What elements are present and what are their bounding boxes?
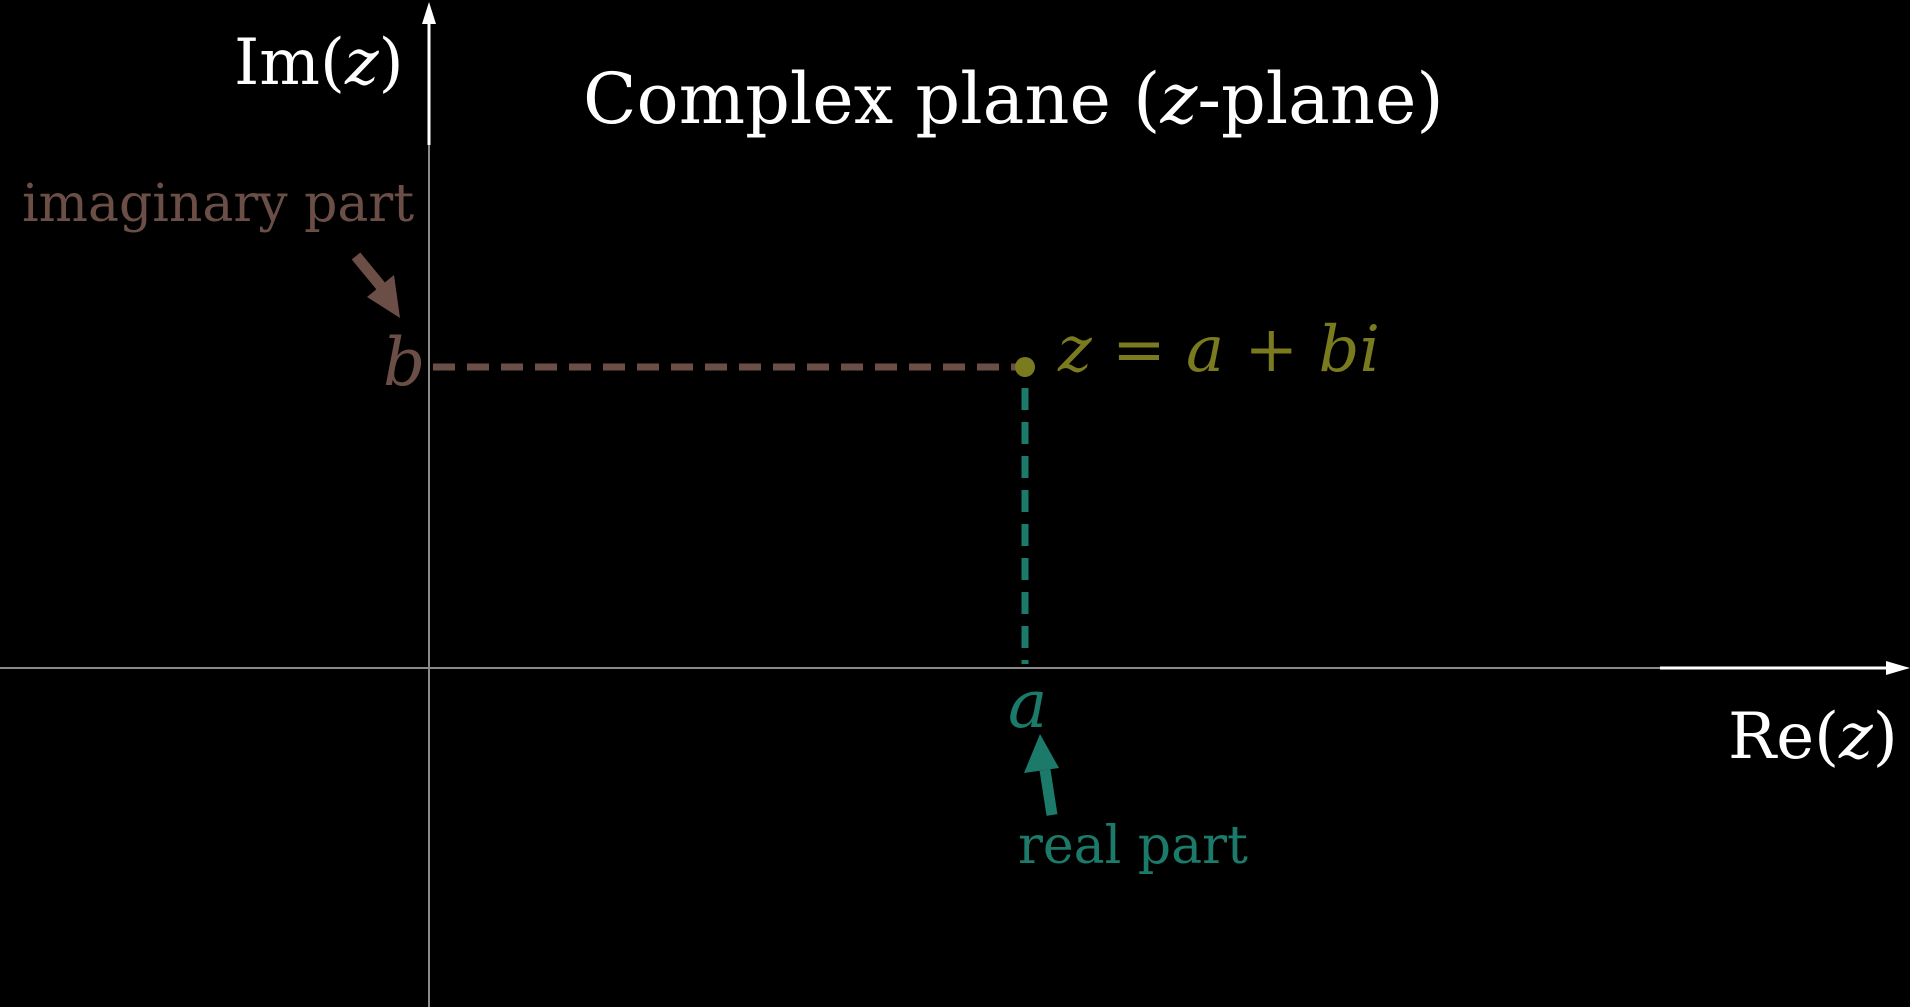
title-variable: z bbox=[1160, 58, 1198, 140]
diagram-title: Complex plane (z-plane) bbox=[583, 64, 1444, 134]
imaginary-part-pointer-arrow bbox=[351, 252, 400, 318]
im-label-variable: z bbox=[344, 26, 379, 100]
re-label-suffix: ) bbox=[1872, 700, 1898, 774]
real-axis-arrowhead-icon bbox=[1886, 661, 1910, 675]
re-label-prefix: Re( bbox=[1728, 700, 1840, 774]
title-suffix: -plane) bbox=[1197, 58, 1444, 140]
imaginary-part-symbol: b bbox=[383, 324, 426, 401]
real-axis-label: Re(z) bbox=[1728, 705, 1898, 769]
imaginary-part-note: imaginary part bbox=[22, 174, 415, 234]
re-label-variable: z bbox=[1839, 700, 1873, 774]
real-part-note: real part bbox=[1018, 816, 1248, 876]
real-part-pointer-arrow bbox=[1024, 734, 1059, 816]
point-equation-label: z = a + bi bbox=[1058, 313, 1380, 387]
real-part-symbol: a bbox=[1008, 666, 1048, 743]
imaginary-axis-label: Im(z) bbox=[234, 31, 404, 95]
im-label-prefix: Im( bbox=[234, 26, 345, 100]
imaginary-axis-arrowhead-icon bbox=[422, 2, 436, 24]
im-label-suffix: ) bbox=[378, 26, 404, 100]
title-prefix: Complex plane ( bbox=[583, 58, 1161, 140]
complex-point-z bbox=[1015, 357, 1035, 377]
